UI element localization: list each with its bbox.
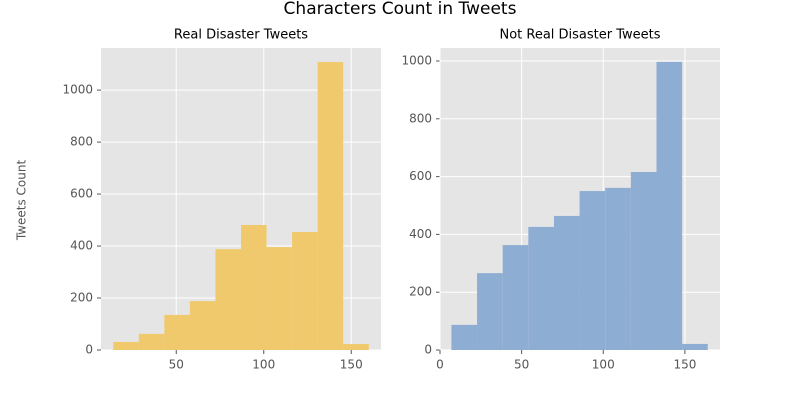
bar [189,301,216,350]
bar [113,341,139,350]
y-tick-label: 0 [424,343,432,357]
x-tick-label: 50 [169,358,184,372]
x-tick-label: 50 [514,358,529,372]
bar [502,245,529,350]
bar [682,343,708,350]
x-tick-label: 100 [252,358,275,372]
y-tick-label: 800 [409,111,432,125]
x-tick-label: 150 [340,358,363,372]
bar [164,314,190,350]
x-tick-label: 100 [592,358,615,372]
bar [343,344,369,350]
x-tick-label: 150 [673,358,696,372]
bar [579,191,606,350]
bar [630,171,657,350]
bar [215,249,241,350]
y-tick-label: 800 [70,135,93,149]
y-tick-label: 1000 [401,54,432,68]
bar [656,61,683,351]
y-tick-label: 200 [70,291,93,305]
y-tick-label: 600 [70,187,93,201]
bar [138,333,165,350]
subplot-title: Real Disaster Tweets [174,28,308,43]
y-tick-label: 0 [85,343,93,357]
bar [605,187,631,350]
x-tick-label: 0 [436,358,444,372]
y-tick-label: 600 [409,169,432,183]
bar [451,324,478,350]
bar [292,232,318,350]
figure-title: Characters Count in Tweets [284,0,517,19]
bar [317,62,344,350]
bar [477,273,503,350]
bar [266,247,293,350]
bar [528,226,554,350]
y-tick-label: 400 [70,239,93,253]
y-tick-label: 400 [409,227,432,241]
bar [553,215,580,350]
y-tick-label: 200 [409,285,432,299]
y-axis-label: Tweets Count [15,160,29,242]
bar [241,224,267,350]
y-tick-label: 1000 [62,83,93,97]
subplot-title: Not Real Disaster Tweets [499,28,660,43]
